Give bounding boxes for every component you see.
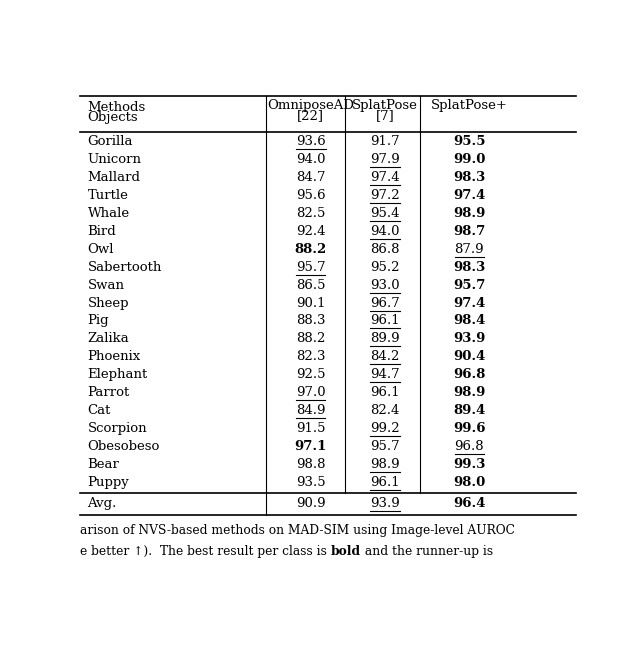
Text: 94.0: 94.0 — [296, 153, 325, 166]
Text: 97.4: 97.4 — [453, 189, 486, 202]
Text: 93.0: 93.0 — [370, 278, 400, 291]
Text: and the runner-up is: and the runner-up is — [361, 545, 493, 558]
Text: bold: bold — [331, 545, 361, 558]
Text: 94.0: 94.0 — [371, 225, 400, 238]
Text: Puppy: Puppy — [88, 476, 129, 489]
Text: 92.5: 92.5 — [296, 368, 325, 381]
Text: 96.1: 96.1 — [370, 386, 400, 399]
Text: 90.1: 90.1 — [296, 297, 325, 310]
Text: 97.2: 97.2 — [370, 189, 400, 202]
Text: 99.2: 99.2 — [370, 422, 400, 435]
Text: 95.6: 95.6 — [296, 189, 326, 202]
Text: 96.7: 96.7 — [370, 297, 400, 310]
Text: 99.0: 99.0 — [453, 153, 486, 166]
Text: OmniposeAD: OmniposeAD — [267, 100, 354, 113]
Text: Unicorn: Unicorn — [88, 153, 141, 166]
Text: Bear: Bear — [88, 458, 119, 471]
Text: 84.2: 84.2 — [371, 350, 400, 364]
Text: SplatPose+: SplatPose+ — [431, 100, 508, 113]
Text: [22]: [22] — [297, 109, 324, 122]
Text: Avg.: Avg. — [88, 498, 117, 510]
Text: 97.4: 97.4 — [370, 171, 400, 184]
Text: 97.1: 97.1 — [294, 440, 327, 453]
Text: 93.9: 93.9 — [453, 332, 486, 345]
Text: Cat: Cat — [88, 404, 111, 417]
Text: 92.4: 92.4 — [296, 225, 325, 238]
Text: Scorpion: Scorpion — [88, 422, 147, 435]
Text: 98.7: 98.7 — [453, 225, 486, 238]
Text: 93.6: 93.6 — [296, 136, 326, 149]
Text: 96.4: 96.4 — [453, 498, 486, 510]
Text: 82.3: 82.3 — [296, 350, 325, 364]
Text: SplatPose: SplatPose — [352, 100, 418, 113]
Text: Methods: Methods — [88, 102, 146, 114]
Text: 91.7: 91.7 — [370, 136, 400, 149]
Text: 99.6: 99.6 — [453, 422, 486, 435]
Text: 86.5: 86.5 — [296, 278, 325, 291]
Text: Turtle: Turtle — [88, 189, 128, 202]
Text: 99.3: 99.3 — [453, 458, 486, 471]
Text: Owl: Owl — [88, 243, 114, 256]
Text: 96.8: 96.8 — [454, 440, 484, 453]
Text: 98.4: 98.4 — [453, 314, 486, 328]
Text: Swan: Swan — [88, 278, 124, 291]
Text: [7]: [7] — [376, 109, 394, 122]
Text: 84.9: 84.9 — [296, 404, 325, 417]
Text: 90.4: 90.4 — [453, 350, 486, 364]
Text: 82.4: 82.4 — [371, 404, 400, 417]
Text: Pig: Pig — [88, 314, 109, 328]
Text: 95.7: 95.7 — [453, 278, 486, 291]
Text: Zalika: Zalika — [88, 332, 129, 345]
Text: 98.3: 98.3 — [453, 261, 486, 274]
Text: 97.4: 97.4 — [453, 297, 486, 310]
Text: 98.9: 98.9 — [370, 458, 400, 471]
Text: 98.0: 98.0 — [453, 476, 486, 489]
Text: 95.7: 95.7 — [370, 440, 400, 453]
Text: e better ↑).  The best result per class is: e better ↑). The best result per class i… — [80, 545, 331, 558]
Text: 95.7: 95.7 — [296, 261, 326, 274]
Text: Mallard: Mallard — [88, 171, 140, 184]
Text: Sabertooth: Sabertooth — [88, 261, 162, 274]
Text: Phoenix: Phoenix — [88, 350, 141, 364]
Text: 84.7: 84.7 — [296, 171, 325, 184]
Text: Parrot: Parrot — [88, 386, 130, 399]
Text: 97.0: 97.0 — [296, 386, 326, 399]
Text: 94.7: 94.7 — [370, 368, 400, 381]
Text: 91.5: 91.5 — [296, 422, 325, 435]
Text: 96.1: 96.1 — [370, 314, 400, 328]
Text: 89.4: 89.4 — [453, 404, 486, 417]
Text: 93.9: 93.9 — [370, 498, 400, 510]
Text: Objects: Objects — [88, 111, 138, 124]
Text: 98.3: 98.3 — [453, 171, 486, 184]
Text: 89.9: 89.9 — [370, 332, 400, 345]
Text: Elephant: Elephant — [88, 368, 148, 381]
Text: Whale: Whale — [88, 207, 129, 220]
Text: Gorilla: Gorilla — [88, 136, 133, 149]
Text: 86.8: 86.8 — [371, 243, 400, 256]
Text: arison of NVS-based methods on MAD-SIM using Image-level AUROC: arison of NVS-based methods on MAD-SIM u… — [80, 524, 515, 537]
Text: 88.2: 88.2 — [294, 243, 327, 256]
Text: 98.8: 98.8 — [296, 458, 325, 471]
Text: 88.3: 88.3 — [296, 314, 325, 328]
Text: Sheep: Sheep — [88, 297, 129, 310]
Text: 95.2: 95.2 — [371, 261, 400, 274]
Text: 95.4: 95.4 — [371, 207, 400, 220]
Text: 98.9: 98.9 — [453, 386, 486, 399]
Text: 93.5: 93.5 — [296, 476, 326, 489]
Text: 95.5: 95.5 — [453, 136, 486, 149]
Text: Bird: Bird — [88, 225, 116, 238]
Text: 90.9: 90.9 — [296, 498, 326, 510]
Text: 97.9: 97.9 — [370, 153, 400, 166]
Text: 96.1: 96.1 — [370, 476, 400, 489]
Text: 96.8: 96.8 — [453, 368, 486, 381]
Text: 87.9: 87.9 — [454, 243, 484, 256]
Text: 98.9: 98.9 — [453, 207, 486, 220]
Text: 88.2: 88.2 — [296, 332, 325, 345]
Text: 82.5: 82.5 — [296, 207, 325, 220]
Text: Obesobeso: Obesobeso — [88, 440, 160, 453]
